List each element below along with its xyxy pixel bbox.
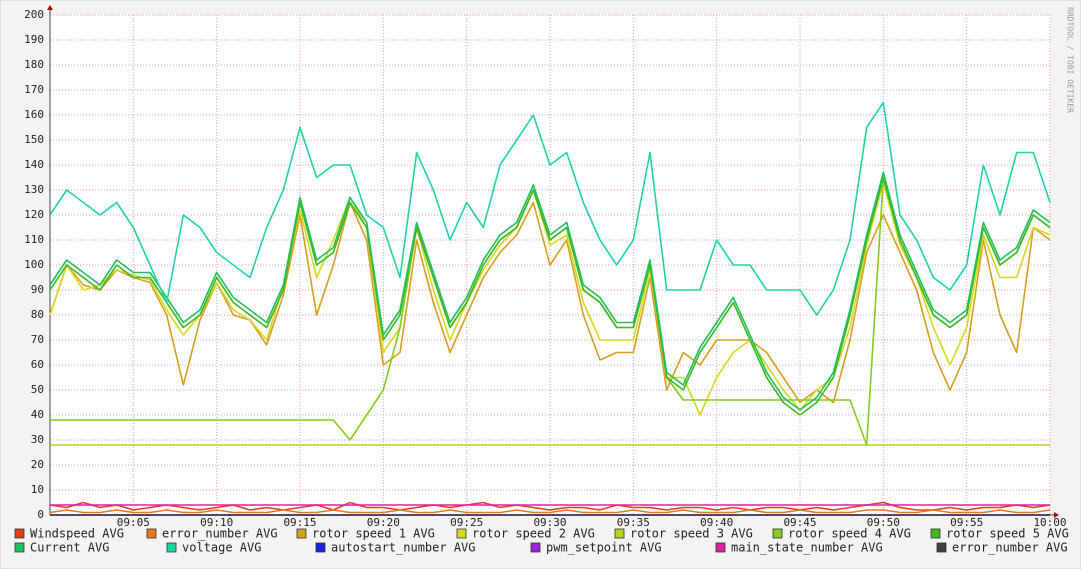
x-tick-label: 09:15 — [283, 516, 316, 529]
y-tick-label: 130 — [24, 183, 44, 196]
x-tick-label: 09:35 — [617, 516, 650, 529]
legend-swatch — [14, 528, 25, 539]
legend-swatch — [614, 528, 625, 539]
legend-label: error_number AVG — [162, 527, 278, 541]
legend-label: autostart_number AVG — [331, 541, 476, 555]
axis-arrow — [47, 5, 53, 10]
legend-label: rotor speed 5 AVG — [946, 527, 1069, 541]
x-tick-label: 09:20 — [367, 516, 400, 529]
legend-swatch — [146, 528, 157, 539]
legend-label: pwm_setpoint AVG — [546, 541, 662, 555]
legend-label: Windspeed AVG — [30, 527, 124, 541]
y-tick-label: 160 — [24, 108, 44, 121]
legend-swatch — [772, 528, 783, 539]
y-tick-label: 30 — [31, 433, 44, 446]
legend-label: main_state_number AVG — [731, 541, 883, 555]
y-tick-label: 140 — [24, 158, 44, 171]
y-tick-label: 50 — [31, 383, 44, 396]
y-tick-label: 120 — [24, 208, 44, 221]
x-tick-label: 09:05 — [117, 516, 150, 529]
watermark: RRDTOOL / TOBI OETIKER — [1066, 7, 1075, 113]
legend-label: rotor speed 1 AVG — [312, 527, 435, 541]
legend-label: rotor speed 2 AVG — [472, 527, 595, 541]
y-tick-label: 20 — [31, 458, 44, 471]
y-tick-label: 60 — [31, 358, 44, 371]
legend-swatch — [14, 542, 25, 553]
legend-label: rotor speed 4 AVG — [788, 527, 911, 541]
legend-swatch — [715, 542, 726, 553]
legend-swatch — [296, 528, 307, 539]
x-tick-label: 09:55 — [950, 516, 983, 529]
legend-label: rotor speed 3 AVG — [630, 527, 753, 541]
series-line — [49, 171, 1051, 411]
series-line — [49, 101, 1051, 316]
y-tick-label: 90 — [31, 283, 44, 296]
legend-swatch — [930, 528, 941, 539]
series-line — [49, 501, 1051, 511]
y-tick-label: 150 — [24, 133, 44, 146]
y-tick-label: 200 — [24, 8, 44, 21]
legend-swatch — [936, 542, 947, 553]
y-tick-label: 70 — [31, 333, 44, 346]
y-tick-label: 180 — [24, 58, 44, 71]
x-tick-label: 09:25 — [450, 516, 483, 529]
legend-swatch — [456, 528, 467, 539]
legend-label: error_number AVG — [952, 541, 1068, 555]
y-tick-label: 190 — [24, 33, 44, 46]
axis-arrow — [1054, 512, 1059, 518]
legend-label: voltage AVG — [182, 541, 261, 555]
legend-swatch — [166, 542, 177, 553]
x-tick-label: 10:00 — [1033, 516, 1066, 529]
y-tick-label: 170 — [24, 83, 44, 96]
x-tick-label: 09:30 — [533, 516, 566, 529]
y-tick-label: 40 — [31, 408, 44, 421]
y-tick-label: 100 — [24, 258, 44, 271]
series-line — [49, 176, 1051, 416]
y-tick-label: 0 — [37, 508, 44, 521]
series-line — [49, 509, 1051, 514]
legend-swatch — [530, 542, 541, 553]
y-tick-label: 10 — [31, 483, 44, 496]
x-tick-label: 09:45 — [783, 516, 816, 529]
y-tick-label: 80 — [31, 308, 44, 321]
legend-swatch — [315, 542, 326, 553]
x-tick-label: 09:40 — [700, 516, 733, 529]
x-tick-label: 09:50 — [867, 516, 900, 529]
x-tick-label: 09:10 — [200, 516, 233, 529]
y-tick-label: 110 — [24, 233, 44, 246]
legend-label: Current AVG — [30, 541, 109, 555]
